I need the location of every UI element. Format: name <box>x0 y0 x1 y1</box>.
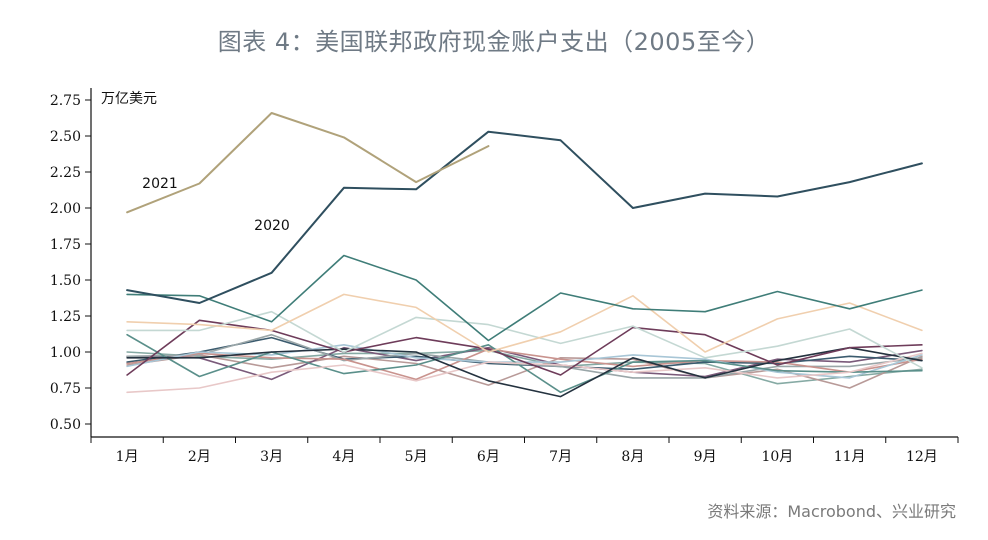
y-tick-label: 0.50 <box>50 417 81 433</box>
series-line-s11 <box>126 348 923 381</box>
series-line-s8 <box>126 352 923 394</box>
chart-title: 图表 4：美国联邦政府现金账户支出（2005至今） <box>217 28 771 56</box>
y-tick-label: 0.75 <box>50 381 81 397</box>
series-lines <box>126 112 923 398</box>
x-tick-label: 3月 <box>260 449 283 465</box>
y-tick-label: 2.50 <box>50 129 81 145</box>
y-tick-label: 1.75 <box>50 237 81 253</box>
x-tick-label: 8月 <box>621 449 644 465</box>
x-tick-label: 9月 <box>694 449 717 465</box>
series-line-s3 <box>126 254 923 342</box>
x-tick-label: 4月 <box>332 449 355 465</box>
axes <box>90 88 958 438</box>
y-tick-label: 2.75 <box>50 93 81 109</box>
annotation-2020: 2020 <box>254 218 290 234</box>
unit-label: 万亿美元 <box>101 91 157 107</box>
annotations: 2021 2020 <box>142 176 290 234</box>
series-line-2021 <box>126 112 490 214</box>
x-tick-label: 12月 <box>906 449 938 465</box>
series-line-2020 <box>126 130 923 304</box>
x-tick-label: 11月 <box>834 449 866 465</box>
y-ticks: 0.50 0.75 1.00 1.25 1.50 1.75 2.00 2.25 2.50 2.75 <box>50 93 91 433</box>
y-tick-label: 1.25 <box>50 309 81 325</box>
x-tick-label: 2月 <box>188 449 211 465</box>
annotation-2021: 2021 <box>142 176 178 192</box>
source-note: 资料来源：Macrobond、兴业研究 <box>707 502 956 521</box>
x-tick-label: 6月 <box>477 449 500 465</box>
series-line-s14 <box>126 346 923 381</box>
y-tick-label: 2.25 <box>50 165 81 181</box>
y-tick-label: 2.00 <box>50 201 81 217</box>
x-tick-label: 7月 <box>549 449 572 465</box>
series-line-s16 <box>126 349 923 385</box>
x-tick-label: 5月 <box>405 449 428 465</box>
series-line-s4 <box>126 293 923 353</box>
y-tick-label: 1.50 <box>50 273 81 289</box>
series-line-s9 <box>126 333 923 394</box>
y-tick-label: 1.00 <box>50 345 81 361</box>
series-line-s7 <box>126 346 923 398</box>
x-ticks: 1月 2月 3月 4月 5月 6月 7月 8月 9月 10月 11月 12月 <box>90 437 959 465</box>
series-line-s5 <box>126 310 923 369</box>
x-tick-label: 10月 <box>761 449 793 465</box>
x-tick-label: 1月 <box>116 449 139 465</box>
